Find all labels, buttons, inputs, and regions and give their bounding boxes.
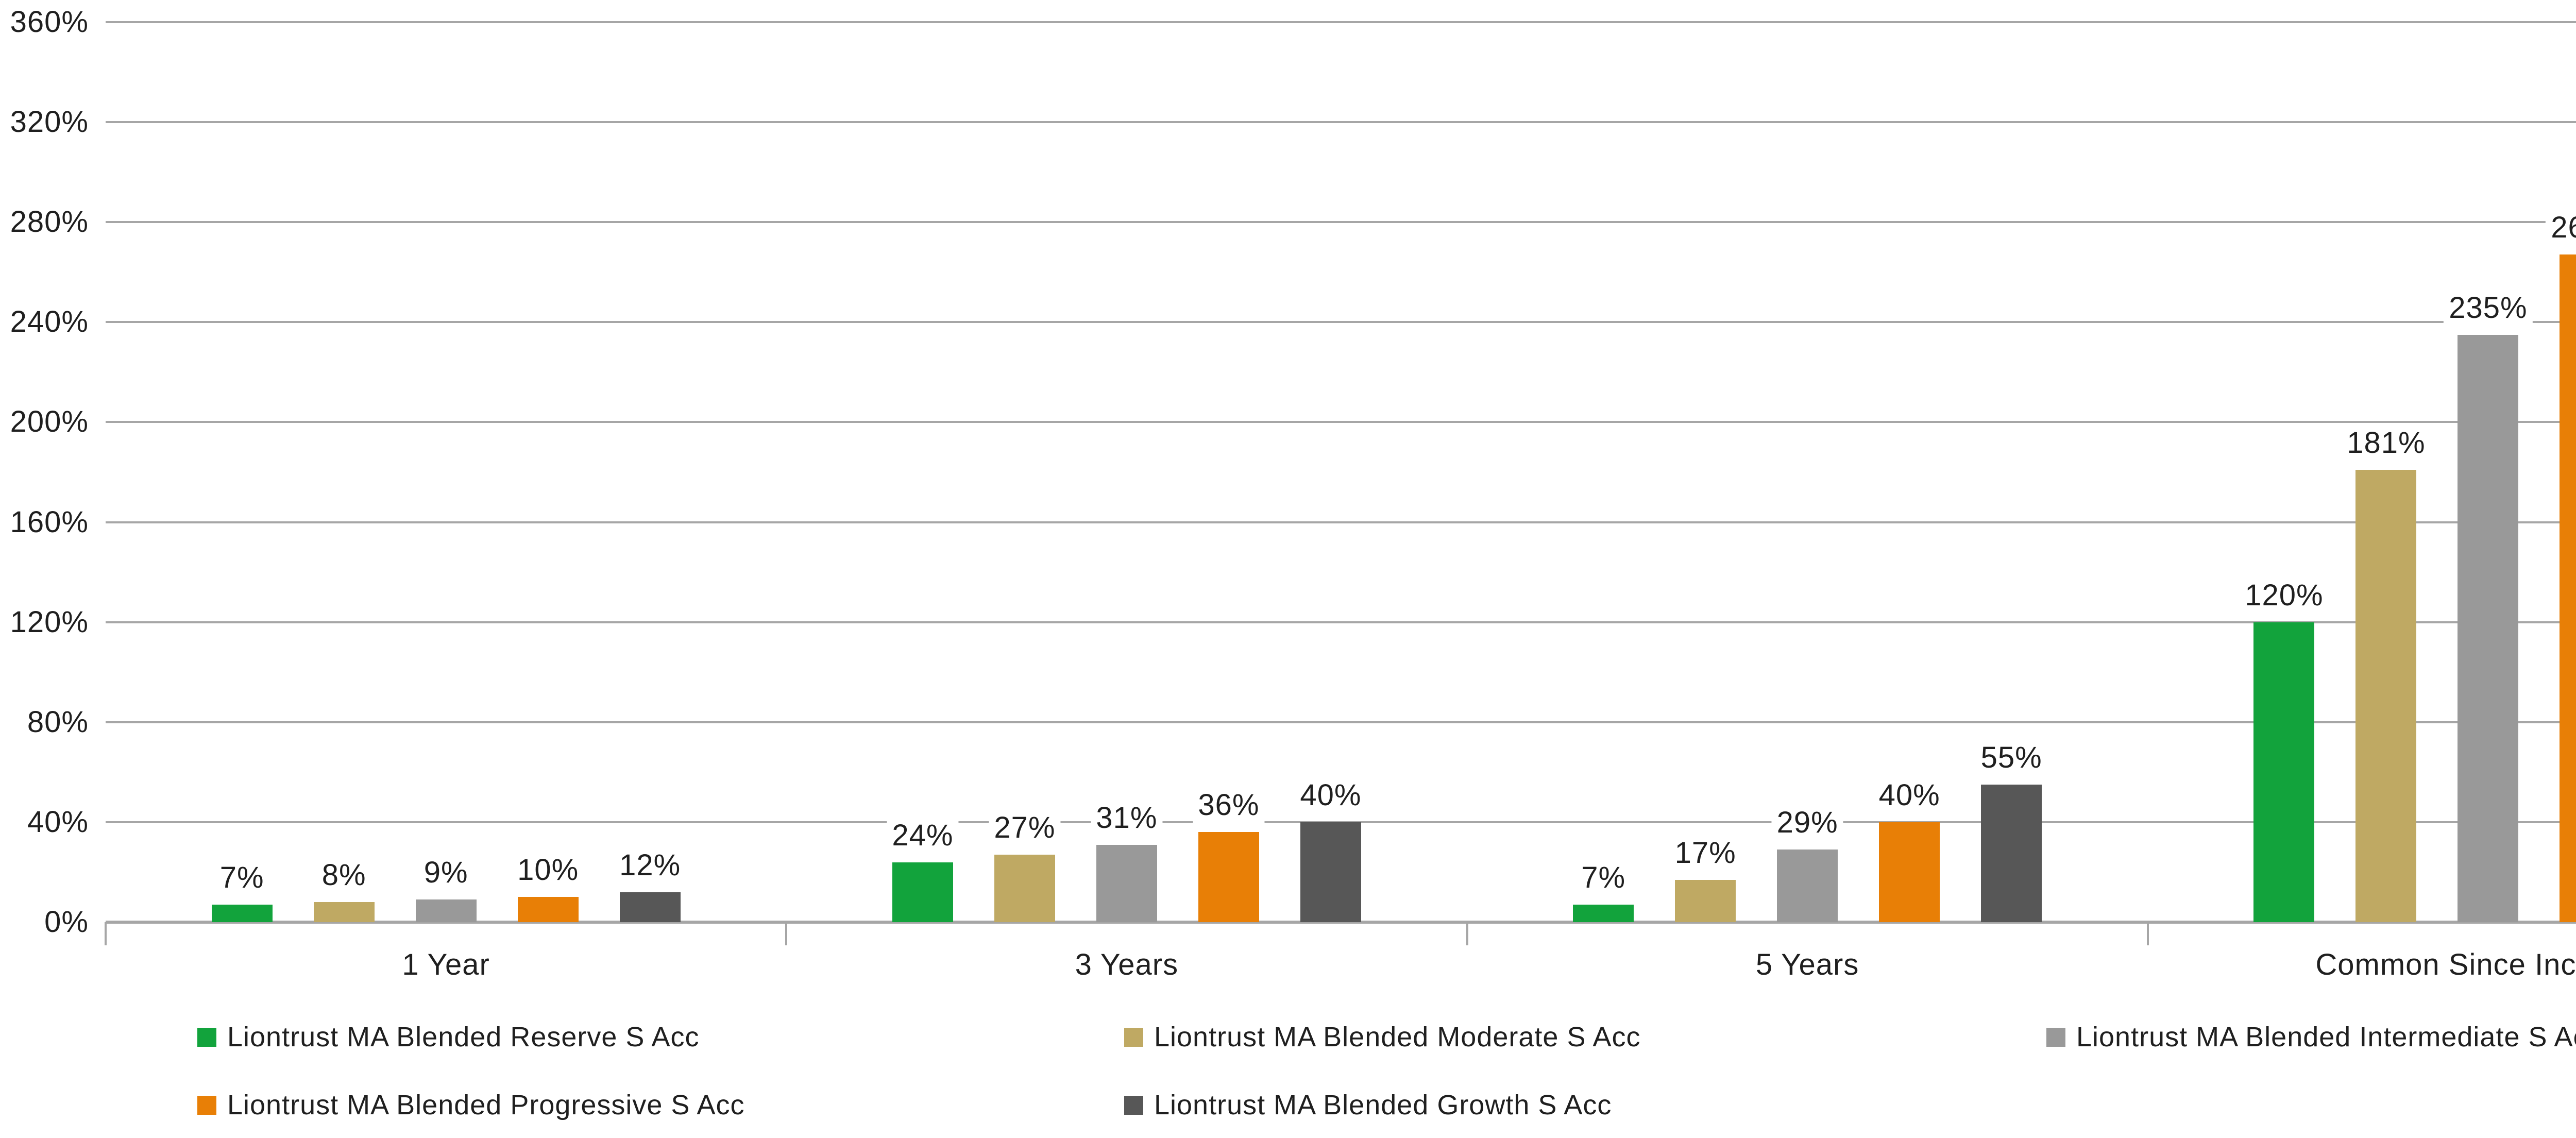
gridline [106, 721, 2576, 723]
y-axis-tick-label: 320% [10, 105, 89, 139]
bar-value-label: 31% [1091, 800, 1163, 837]
gridline [106, 821, 2576, 823]
bar [313, 902, 375, 922]
bar [1198, 832, 1259, 922]
x-axis-tick [105, 922, 107, 945]
bar-value-label: 55% [1975, 739, 2047, 776]
bar [2355, 470, 2417, 922]
legend-series-label: Liontrust MA Blended Moderate S Acc [1154, 1022, 1641, 1052]
y-axis-tick-label: 200% [10, 405, 89, 439]
legend-color-swatch [197, 1027, 216, 1047]
legend-item: Liontrust MA Blended Reserve S Acc [197, 1022, 699, 1052]
bar [892, 862, 953, 922]
x-axis-category-label: 3 Years [1075, 948, 1179, 981]
bar [994, 855, 1055, 922]
bar [1300, 822, 1361, 922]
x-axis-category-label: 1 Year [402, 948, 490, 981]
x-axis-tick [1466, 922, 1468, 945]
legend-color-swatch [2046, 1027, 2065, 1047]
bar [1573, 905, 1634, 922]
y-axis-tick-label: 0% [44, 905, 89, 939]
y-axis-tick-label: 360% [10, 5, 89, 39]
bar [517, 897, 579, 922]
bar-value-label: 12% [614, 847, 686, 884]
bar-value-label: 120% [2240, 577, 2329, 614]
bar [2560, 254, 2576, 922]
bar-value-label: 17% [1669, 835, 1741, 872]
bar-value-label: 8% [316, 857, 371, 894]
x-axis-category-label: Common Since Inception [2315, 948, 2576, 981]
y-axis-tick-label: 280% [10, 205, 89, 239]
gridline [106, 21, 2576, 23]
gridline [106, 421, 2576, 423]
legend-item: Liontrust MA Blended Progressive S Acc [197, 1090, 745, 1120]
gridline [106, 321, 2576, 324]
bar-value-label: 7% [1576, 859, 1631, 896]
gridline [106, 621, 2576, 623]
legend-series-label: Liontrust MA Blended Reserve S Acc [227, 1022, 700, 1052]
bar-value-label: 40% [1873, 777, 1945, 814]
bar-value-label: 27% [989, 809, 1061, 846]
legend-color-swatch [1124, 1095, 1143, 1115]
bar [1777, 850, 1838, 922]
y-axis-tick-label: 120% [10, 605, 89, 639]
bar [2458, 335, 2519, 922]
bar [1879, 822, 1940, 922]
legend-item: Liontrust MA Blended Growth S Acc [1124, 1090, 1612, 1120]
legend-item: Liontrust MA Blended Intermediate S Acc [2046, 1022, 2576, 1052]
y-axis-tick-label: 160% [10, 505, 89, 539]
x-axis-tick [785, 922, 788, 945]
legend-item: Liontrust MA Blended Moderate S Acc [1124, 1022, 1641, 1052]
legend-series-label: Liontrust MA Blended Growth S Acc [1154, 1090, 1612, 1120]
bar [1096, 845, 1157, 922]
gridline [106, 121, 2576, 124]
bar [619, 892, 681, 922]
bar-value-label: 36% [1193, 787, 1265, 824]
bar-value-label: 181% [2342, 424, 2431, 462]
gridline [106, 221, 2576, 224]
x-axis-line [106, 921, 2576, 924]
legend-series-label: Liontrust MA Blended Intermediate S Acc [2076, 1022, 2576, 1052]
x-axis-tick [2146, 922, 2149, 945]
bar [211, 905, 273, 922]
bar [2253, 622, 2315, 922]
bar-value-label: 267% [2546, 209, 2576, 246]
legend-color-swatch [1124, 1027, 1143, 1047]
bar [415, 899, 477, 922]
bar-value-label: 235% [2444, 290, 2533, 327]
bar-value-label: 24% [887, 817, 959, 854]
bar [1981, 785, 2042, 922]
y-axis-tick-label: 240% [10, 305, 89, 339]
bar-value-label: 40% [1295, 777, 1367, 814]
bar-value-label: 10% [512, 852, 584, 889]
y-axis-tick-label: 80% [27, 705, 89, 739]
legend-color-swatch [197, 1095, 216, 1115]
bar [1675, 880, 1736, 922]
legend-series-label: Liontrust MA Blended Progressive S Acc [227, 1090, 745, 1120]
gridline [106, 521, 2576, 523]
y-axis-tick-label: 40% [27, 805, 89, 839]
bar-value-label: 9% [418, 854, 473, 891]
bar-value-label: 7% [214, 859, 269, 896]
x-axis-category-label: 5 Years [1755, 948, 1859, 981]
bar-value-label: 29% [1771, 804, 1843, 841]
